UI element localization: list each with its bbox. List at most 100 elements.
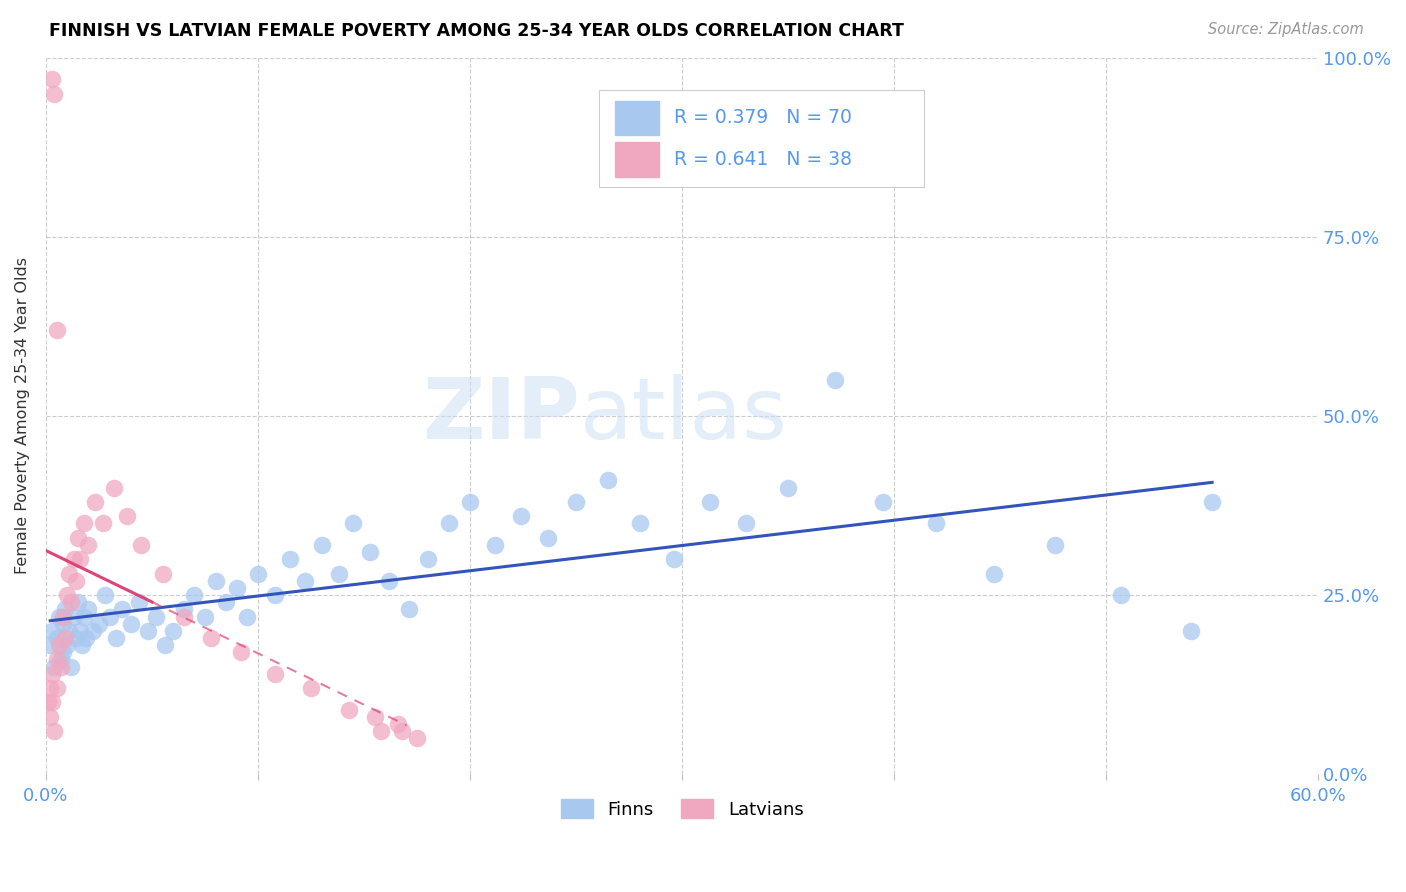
Text: atlas: atlas bbox=[581, 375, 789, 458]
Point bbox=[44, 659, 66, 673]
Point bbox=[328, 566, 350, 581]
Point bbox=[65, 574, 87, 588]
Point bbox=[1180, 624, 1202, 638]
Point bbox=[39, 710, 62, 724]
Point bbox=[229, 645, 252, 659]
Point bbox=[56, 638, 79, 652]
Point bbox=[246, 566, 269, 581]
Point bbox=[69, 552, 91, 566]
Point bbox=[264, 666, 287, 681]
Point bbox=[94, 588, 117, 602]
Point bbox=[49, 652, 72, 666]
Point bbox=[104, 631, 127, 645]
Legend: Finns, Latvians: Finns, Latvians bbox=[554, 792, 811, 826]
Text: ZIP: ZIP bbox=[423, 375, 581, 458]
Point bbox=[131, 538, 153, 552]
Point bbox=[73, 609, 96, 624]
FancyBboxPatch shape bbox=[599, 90, 924, 186]
Point bbox=[824, 373, 846, 387]
Point bbox=[699, 495, 721, 509]
Point bbox=[60, 659, 83, 673]
Point bbox=[58, 566, 80, 581]
Point bbox=[52, 616, 75, 631]
Point bbox=[45, 631, 67, 645]
Point bbox=[311, 538, 333, 552]
Point bbox=[111, 602, 134, 616]
Point bbox=[204, 574, 226, 588]
Point bbox=[662, 552, 685, 566]
Point bbox=[52, 609, 75, 624]
Point bbox=[44, 724, 66, 739]
Point bbox=[537, 531, 560, 545]
Text: R = 0.641   N = 38: R = 0.641 N = 38 bbox=[675, 150, 852, 169]
Point bbox=[128, 595, 150, 609]
Point bbox=[183, 588, 205, 602]
Point bbox=[66, 595, 89, 609]
Point bbox=[416, 552, 439, 566]
Point bbox=[925, 516, 948, 531]
Point bbox=[39, 681, 62, 695]
Point bbox=[98, 609, 121, 624]
Point bbox=[162, 624, 184, 638]
Point bbox=[73, 516, 96, 531]
Point bbox=[734, 516, 756, 531]
Point bbox=[387, 717, 409, 731]
Point bbox=[236, 609, 259, 624]
Point bbox=[45, 323, 67, 337]
Point bbox=[406, 731, 429, 746]
Point bbox=[62, 609, 84, 624]
Point bbox=[509, 509, 531, 524]
Point bbox=[363, 710, 385, 724]
FancyBboxPatch shape bbox=[614, 101, 659, 135]
Point bbox=[103, 481, 125, 495]
Point bbox=[391, 724, 413, 739]
Point bbox=[1045, 538, 1067, 552]
Point bbox=[41, 666, 63, 681]
Point bbox=[45, 681, 67, 695]
Point bbox=[37, 696, 59, 710]
Point bbox=[66, 531, 89, 545]
Point bbox=[77, 538, 100, 552]
Point bbox=[565, 495, 588, 509]
Point bbox=[437, 516, 460, 531]
Point bbox=[778, 481, 800, 495]
Point bbox=[65, 631, 87, 645]
Point bbox=[294, 574, 316, 588]
Point bbox=[359, 545, 381, 559]
Point bbox=[69, 624, 91, 638]
Point bbox=[484, 538, 506, 552]
Point bbox=[39, 638, 62, 652]
Text: FINNISH VS LATVIAN FEMALE POVERTY AMONG 25-34 YEAR OLDS CORRELATION CHART: FINNISH VS LATVIAN FEMALE POVERTY AMONG … bbox=[49, 22, 904, 40]
Point bbox=[56, 588, 79, 602]
Point bbox=[225, 581, 247, 595]
Point bbox=[60, 595, 83, 609]
Point bbox=[1201, 495, 1223, 509]
Point bbox=[44, 87, 66, 101]
Point bbox=[62, 552, 84, 566]
Point bbox=[41, 696, 63, 710]
Point bbox=[983, 566, 1005, 581]
Point bbox=[87, 616, 110, 631]
Point bbox=[145, 609, 167, 624]
Y-axis label: Female Poverty Among 25-34 Year Olds: Female Poverty Among 25-34 Year Olds bbox=[15, 258, 30, 574]
Point bbox=[41, 72, 63, 87]
Point bbox=[77, 602, 100, 616]
Point bbox=[75, 631, 97, 645]
Text: Source: ZipAtlas.com: Source: ZipAtlas.com bbox=[1208, 22, 1364, 37]
Point bbox=[136, 624, 159, 638]
Point bbox=[872, 495, 894, 509]
Point bbox=[299, 681, 322, 695]
Point bbox=[52, 645, 75, 659]
Point bbox=[48, 609, 70, 624]
Point bbox=[82, 624, 104, 638]
Point bbox=[337, 703, 360, 717]
Point bbox=[342, 516, 364, 531]
Point bbox=[278, 552, 301, 566]
Point bbox=[48, 638, 70, 652]
Point bbox=[1109, 588, 1132, 602]
Point bbox=[115, 509, 138, 524]
Point bbox=[120, 616, 142, 631]
Point bbox=[200, 631, 222, 645]
Point bbox=[49, 659, 72, 673]
Point bbox=[45, 652, 67, 666]
